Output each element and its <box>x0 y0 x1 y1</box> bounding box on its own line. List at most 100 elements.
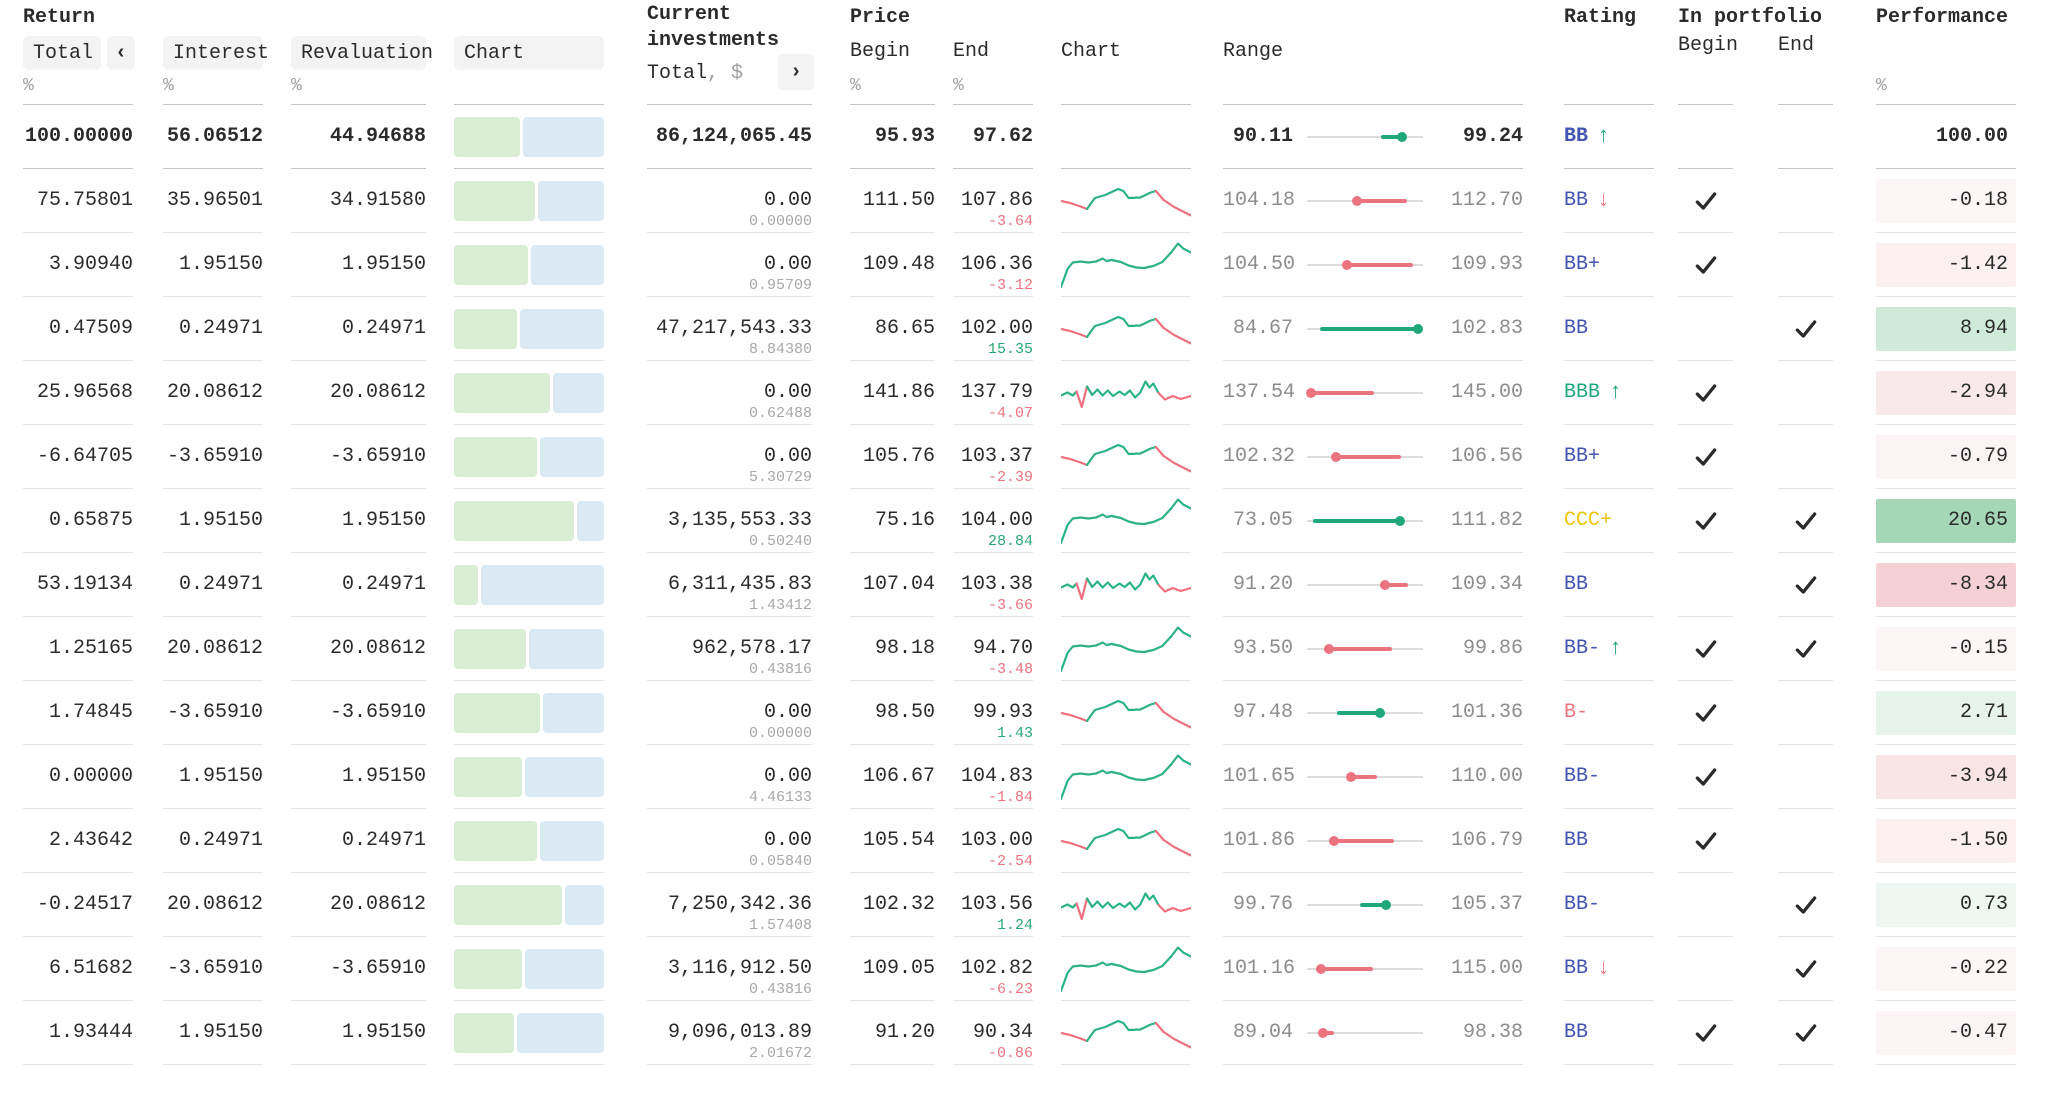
column-header-return-total[interactable]: Total <box>23 36 101 70</box>
interest-bar-segment <box>454 1012 514 1053</box>
current-investments-value: 0.00 0.95709 <box>647 233 812 297</box>
interest-bar-segment <box>454 756 522 797</box>
interest-value: 56.06512 <box>163 105 263 169</box>
performance-cell: -0.15 <box>1876 617 2016 681</box>
column-header-interest[interactable]: Interest <box>163 36 269 70</box>
range-slider: 91.20 109.34 <box>1223 573 1523 596</box>
table-row[interactable]: 0.65875 1.95150 1.95150 3,135,553.33 0.5024… <box>0 489 2048 553</box>
range-min-value: 99.76 <box>1232 893 1293 916</box>
table-row[interactable]: 53.19134 0.24971 0.24971 6,311,435.83 1.434… <box>0 553 2048 617</box>
range-current-dot <box>1330 451 1341 462</box>
return-total-value: 3.90940 <box>23 233 133 297</box>
revaluation-bar-segment <box>517 1012 604 1053</box>
price-range-cell: 101.86 106.79 <box>1223 809 1523 873</box>
collapse-return-columns-button[interactable]: ‹ <box>107 36 135 70</box>
price-change-value: -3.48 <box>987 661 1033 678</box>
column-header-return-chart[interactable]: Chart <box>454 36 604 70</box>
price-range-cell: 93.50 99.86 <box>1223 617 1523 681</box>
performance-badge: 2.71 <box>1876 690 2016 735</box>
table-row-total[interactable]: 100.00000 56.06512 44.94688 86,124,065.45 9… <box>0 105 2048 169</box>
table-row[interactable]: -6.64705 -3.65910 -3.65910 0.00 5.30729 105.… <box>0 425 2048 489</box>
table-row[interactable]: 75.75801 35.96501 34.91580 0.00 0.00000 111.… <box>0 169 2048 233</box>
column-header-revaluation[interactable]: Revaluation <box>291 36 433 70</box>
range-current-dot <box>1323 643 1334 654</box>
table-row[interactable]: 1.74845 -3.65910 -3.65910 0.00 0.00000 98.50… <box>0 681 2048 745</box>
price-change-value: 15.35 <box>987 341 1033 358</box>
price-begin-value: 86.65 <box>850 297 935 361</box>
performance-cell: -0.18 <box>1876 169 2016 233</box>
return-bar-chart <box>454 820 604 861</box>
range-bar <box>1337 710 1381 715</box>
expand-investments-columns-button[interactable]: › <box>778 54 814 90</box>
price-end-value: 94.70 -3.48 <box>953 617 1033 681</box>
range-max-value: 99.86 <box>1462 637 1523 660</box>
range-bar <box>1357 198 1407 203</box>
interest-bar-segment <box>454 692 540 733</box>
range-max-value: 111.82 <box>1450 509 1523 532</box>
in-portfolio-begin-cell <box>1678 617 1733 681</box>
price-change-value: -6.23 <box>987 981 1033 998</box>
performance-badge: -1.50 <box>1876 818 2016 863</box>
current-investments-value: 962,578.17 0.43816 <box>647 617 812 681</box>
return-total-value: 2.43642 <box>23 809 133 873</box>
price-begin-value: 98.50 <box>850 681 935 745</box>
price-sparkline-chart <box>1061 240 1191 290</box>
check-icon <box>1695 767 1716 786</box>
column-header-price-end[interactable]: End <box>953 40 990 63</box>
revaluation-value: -3.65910 <box>291 425 426 489</box>
table-row[interactable]: 1.93444 1.95150 1.95150 9,096,013.89 2.0167… <box>0 1001 2048 1065</box>
return-total-value: 1.25165 <box>23 617 133 681</box>
investments-sub-value: 0.00000 <box>748 725 812 742</box>
performance-badge: -0.47 <box>1876 1010 2016 1055</box>
in-portfolio-begin-cell <box>1678 361 1733 425</box>
price-begin-value: 91.20 <box>850 1001 935 1065</box>
investments-sub-value: 0.43816 <box>748 661 812 678</box>
return-composition-bar <box>454 1001 604 1065</box>
check-icon <box>1795 575 1816 594</box>
performance-badge: -2.94 <box>1876 370 2016 415</box>
price-range-cell: 90.11 99.24 <box>1223 105 1523 169</box>
range-current-dot <box>1341 259 1352 270</box>
performance-cell: 0.73 <box>1876 873 2016 937</box>
range-slider: 101.16 115.00 <box>1223 957 1523 980</box>
range-current-dot <box>1379 579 1390 590</box>
price-end-value: 137.79 -4.07 <box>953 361 1033 425</box>
table-row[interactable]: 1.25165 20.08612 20.08612 962,578.17 0.4381… <box>0 617 2048 681</box>
performance-cell: 100.00 <box>1876 105 2016 169</box>
revaluation-value: 0.24971 <box>291 297 426 361</box>
table-row[interactable]: -0.24517 20.08612 20.08612 7,250,342.36 1.5… <box>0 873 2048 937</box>
performance-badge: 8.94 <box>1876 306 2016 351</box>
table-row[interactable]: 6.51682 -3.65910 -3.65910 3,116,912.50 0.43… <box>0 937 2048 1001</box>
rating-downgrade-arrow-down-icon: ↓ <box>1597 956 1611 981</box>
table-row[interactable]: 3.90940 1.95150 1.95150 0.00 0.95709 109.48 1… <box>0 233 2048 297</box>
range-slider: 137.54 145.00 <box>1223 381 1523 404</box>
price-chart-cell <box>1061 617 1191 681</box>
performance-badge: -0.79 <box>1876 434 2016 479</box>
in-portfolio-begin-cell <box>1678 745 1733 809</box>
revaluation-value: -3.65910 <box>291 681 426 745</box>
column-header-price-begin[interactable]: Begin <box>850 40 911 63</box>
range-current-dot <box>1315 963 1326 974</box>
interest-value: 1.95150 <box>163 1001 263 1065</box>
revaluation-value: 1.95150 <box>291 745 426 809</box>
range-bar <box>1346 262 1414 267</box>
table-row[interactable]: 2.43642 0.24971 0.24971 0.00 0.05840 105.54 1… <box>0 809 2048 873</box>
rating-value: BB+ <box>1564 445 1601 468</box>
rating-downgrade-arrow-down-icon: ↓ <box>1597 188 1611 213</box>
return-composition-bar <box>454 425 604 489</box>
current-investments-value: 6,311,435.83 1.43412 <box>647 553 812 617</box>
interest-value: 20.08612 <box>163 873 263 937</box>
rating-cell: BB- <box>1564 745 1654 809</box>
range-min-value: 102.32 <box>1223 445 1296 468</box>
table-row[interactable]: 25.96568 20.08612 20.08612 0.00 0.62488 141.… <box>0 361 2048 425</box>
table-row[interactable]: 0.47509 0.24971 0.24971 47,217,543.33 8.843… <box>0 297 2048 361</box>
price-begin-value: 109.48 <box>850 233 935 297</box>
price-end-value: 103.38 -3.66 <box>953 553 1033 617</box>
in-portfolio-end-cell <box>1778 1001 1833 1065</box>
table-row[interactable]: 0.00000 1.95150 1.95150 0.00 4.46133 106.67 1… <box>0 745 2048 809</box>
in-portfolio-end-cell <box>1778 105 1833 169</box>
performance-cell: 8.94 <box>1876 297 2016 361</box>
price-chart-cell <box>1061 1001 1191 1065</box>
return-bar-chart <box>454 692 604 733</box>
